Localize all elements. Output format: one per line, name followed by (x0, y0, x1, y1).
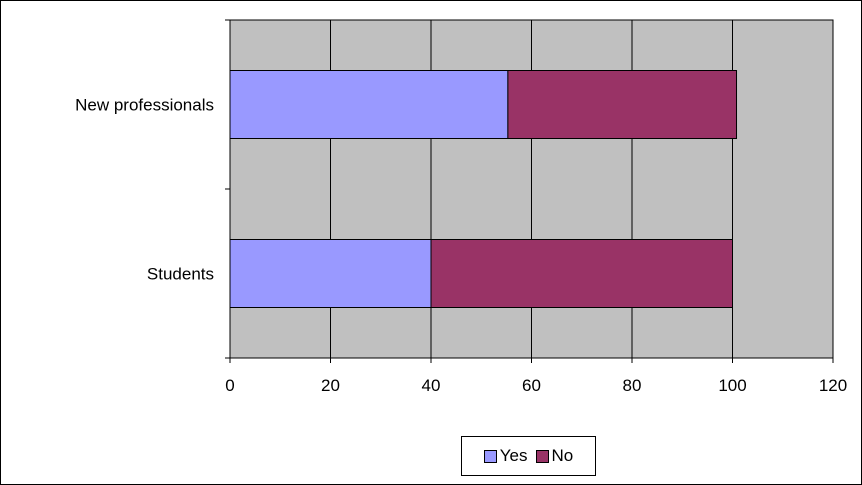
legend-item-yes: Yes (483, 446, 528, 466)
legend-item-no: No (535, 446, 574, 466)
x-tick-label: 0 (225, 376, 234, 395)
x-tick-label: 20 (321, 376, 340, 395)
legend: Yes No (461, 436, 596, 476)
x-tick-labels: 0 20 40 60 80 100 120 (225, 376, 847, 395)
bar-segment (430, 239, 733, 308)
legend-swatch-yes (483, 449, 497, 463)
bar-segment (507, 70, 738, 139)
y-category-label: Students (147, 265, 214, 284)
legend-swatch-no (535, 449, 549, 463)
x-tick-label: 40 (422, 376, 441, 395)
bar-segment (229, 70, 509, 139)
y-category-label: New professionals (75, 96, 214, 115)
x-tick-label: 100 (718, 376, 746, 395)
x-tick-label: 80 (623, 376, 642, 395)
axes (225, 19, 834, 363)
bar-segment (229, 239, 432, 308)
x-tick-label: 120 (819, 376, 847, 395)
x-tick-label: 60 (522, 376, 541, 395)
y-category-labels: New professionals Students (75, 96, 214, 284)
legend-label-no: No (551, 446, 574, 465)
bars (229, 70, 738, 308)
legend-label-yes: Yes (499, 446, 528, 465)
